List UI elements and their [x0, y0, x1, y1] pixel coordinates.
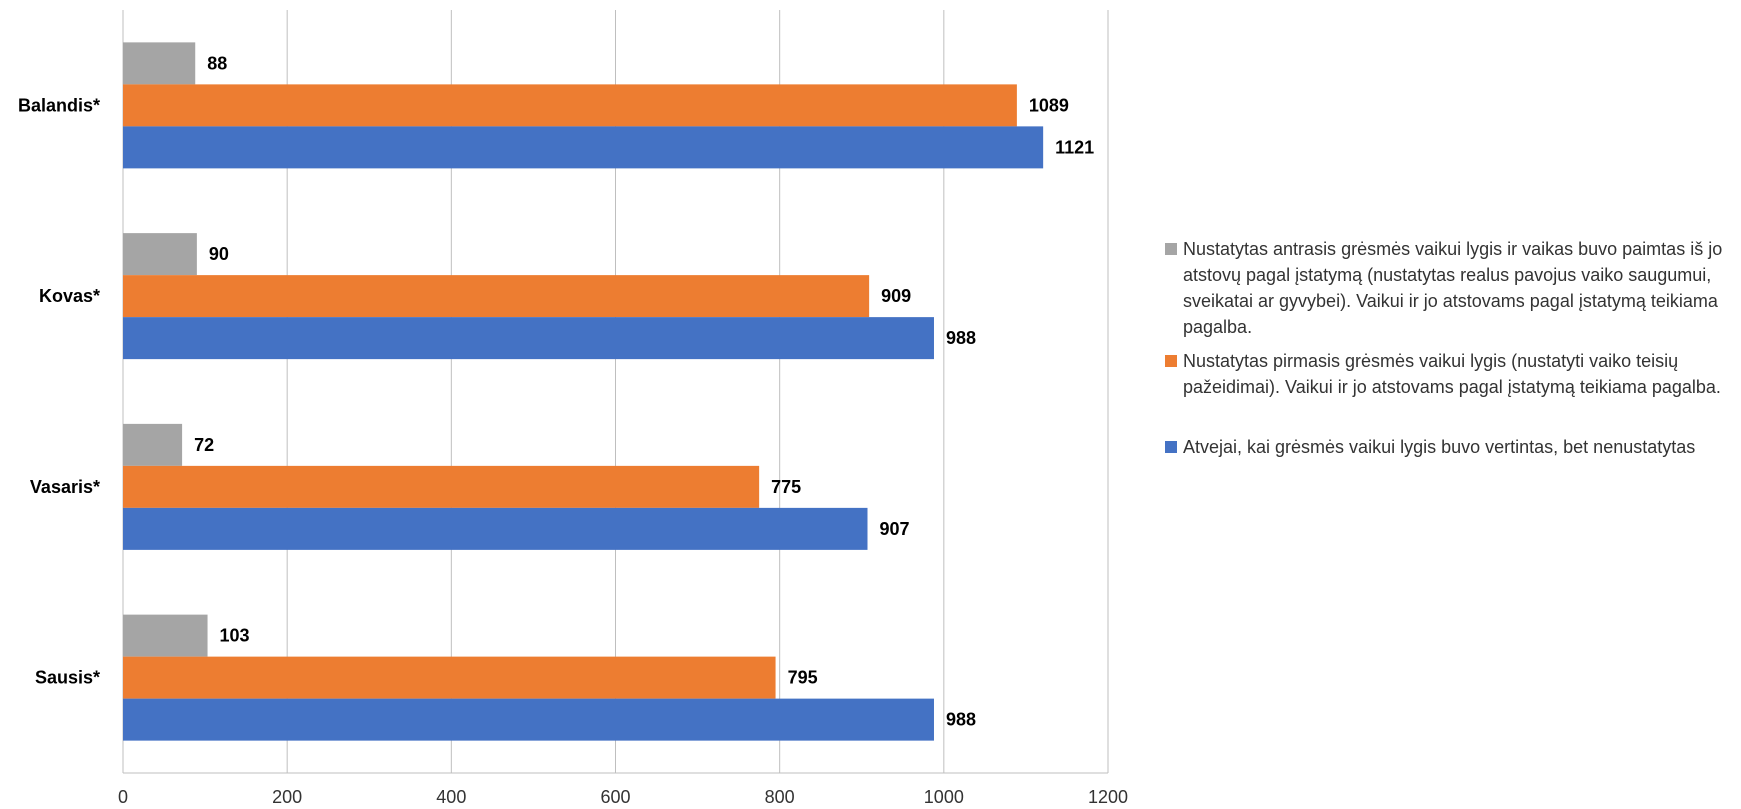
data-label: 775: [771, 477, 801, 497]
data-label: 907: [879, 519, 909, 539]
bar: [123, 233, 197, 276]
legend-swatch-orange: [1165, 355, 1177, 367]
bar: [123, 507, 868, 550]
bar: [123, 126, 1044, 169]
legend-label: Nustatytas pirmasis grėsmės vaikui lygis…: [1183, 351, 1721, 397]
data-label: 988: [946, 328, 976, 348]
legend: Nustatytas antrasis grėsmės vaikui lygis…: [1165, 236, 1735, 460]
legend-swatch-blue: [1165, 441, 1177, 453]
data-label: 103: [220, 626, 250, 646]
bar: [123, 465, 760, 508]
x-tick-label: 600: [600, 787, 630, 807]
bar: [123, 698, 934, 741]
bar-chart: 0 200 400 600 800 1000 1200 Balandis* 88 1089 1121…: [18, 10, 1128, 807]
x-tick-label: 1000: [924, 787, 964, 807]
legend-label: Atvejai, kai grėsmės vaikui lygis buvo v…: [1183, 437, 1696, 457]
category-label: Vasaris*: [30, 477, 100, 497]
bar: [123, 656, 776, 699]
legend-item-first-level: Nustatytas pirmasis grėsmės vaikui lygis…: [1165, 348, 1735, 400]
bar: [123, 317, 934, 360]
category-label: Kovas*: [39, 286, 100, 306]
data-label: 1121: [1055, 137, 1094, 157]
legend-item-second-level: Nustatytas antrasis grėsmės vaikui lygis…: [1165, 236, 1735, 340]
x-tick-label: 1200: [1088, 787, 1128, 807]
data-label: 88: [207, 53, 227, 73]
x-tick-label: 400: [436, 787, 466, 807]
legend-label: Nustatytas antrasis grėsmės vaikui lygis…: [1183, 239, 1723, 337]
bar: [123, 614, 208, 657]
x-tick-label: 200: [272, 787, 302, 807]
bar: [123, 275, 870, 318]
data-label: 909: [881, 286, 911, 306]
data-label: 988: [946, 710, 976, 730]
category-label: Sausis*: [35, 668, 100, 688]
bar: [123, 84, 1017, 127]
data-label: 90: [209, 244, 229, 264]
legend-item-not-determined: Atvejai, kai grėsmės vaikui lygis buvo v…: [1165, 434, 1735, 460]
data-label: 72: [194, 435, 214, 455]
bar: [123, 423, 183, 466]
x-tick-label: 800: [765, 787, 795, 807]
bar: [123, 42, 196, 85]
legend-swatch-gray: [1165, 243, 1177, 255]
data-label: 1089: [1029, 95, 1069, 115]
category-label: Balandis*: [18, 95, 100, 115]
x-tick-label: 0: [118, 787, 128, 807]
data-label: 795: [788, 668, 818, 688]
